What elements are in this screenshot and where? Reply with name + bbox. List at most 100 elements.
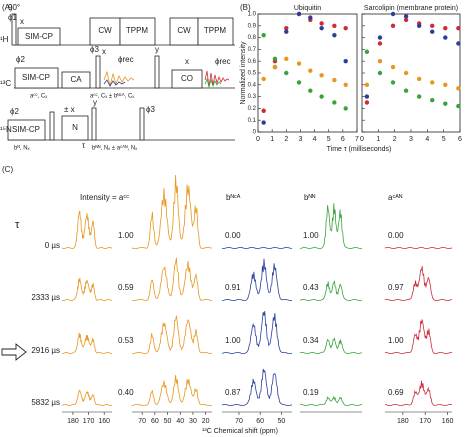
point <box>261 33 266 38</box>
spectrum <box>299 280 363 302</box>
intensity-label: 0.59 <box>118 283 134 292</box>
column-header: Intensity = aᶜᶜ <box>80 193 129 202</box>
point <box>443 25 448 31</box>
spectrum <box>61 277 113 302</box>
x-tick-label: 30 <box>189 418 197 425</box>
label: TPPM <box>126 26 149 35</box>
x-tick-label: 5 <box>442 136 446 143</box>
label: ϕ3 <box>90 45 99 54</box>
pulse <box>95 55 101 89</box>
x-tick-label: 160 <box>98 418 110 425</box>
label: aᶜᶜ, Cₓ ± bᴺᶜᴬ, Cₓ <box>90 92 134 100</box>
intensity-label: 1.00 <box>303 231 319 240</box>
x-axis-label: ¹³C Chemical shift (ppm) <box>202 428 278 435</box>
point <box>364 94 370 99</box>
box <box>171 69 203 89</box>
point <box>308 68 313 73</box>
point <box>430 29 435 34</box>
y-tick-label: 0.3 <box>248 94 257 100</box>
y-tick-label: 0 <box>253 130 257 136</box>
label: SIM-CP <box>25 32 53 41</box>
point <box>319 21 324 26</box>
point <box>377 41 383 46</box>
point <box>430 80 435 85</box>
point <box>296 61 302 66</box>
point <box>296 80 302 85</box>
x-tick-label: 40 <box>176 418 184 425</box>
point <box>364 100 370 105</box>
label: ϕ2 <box>10 107 19 116</box>
panel-label: (C) <box>2 165 13 174</box>
point <box>443 35 448 40</box>
intensity-label: 1.00 <box>225 336 241 345</box>
point <box>430 23 435 28</box>
box <box>119 17 156 46</box>
point <box>456 25 461 31</box>
label: CW <box>98 26 112 35</box>
x-tick-label: 50 <box>164 418 172 425</box>
column-header: bᴺᴺ <box>304 193 316 202</box>
point <box>308 88 313 93</box>
point <box>272 64 278 70</box>
point <box>390 23 396 28</box>
y-tick-label: 0.6 <box>248 59 257 65</box>
point <box>403 88 409 93</box>
x-tick-label: 2 <box>393 136 397 143</box>
channel-label: ¹⁵N <box>0 125 12 134</box>
x-tick-label: 6 <box>458 136 462 143</box>
point <box>261 108 266 113</box>
intensity-label: 0.69 <box>388 388 404 397</box>
box <box>61 115 89 141</box>
spectrum <box>62 332 112 355</box>
spectrum <box>299 337 363 355</box>
point <box>284 25 289 31</box>
label: SIM-CP <box>12 125 40 134</box>
delay-label: 2916 µs <box>31 346 60 355</box>
label: CW <box>177 26 191 35</box>
label: TPPM <box>204 26 227 35</box>
intensity-label: 0.87 <box>225 388 241 397</box>
point <box>332 77 337 83</box>
box <box>14 67 59 89</box>
spectrum <box>299 396 363 407</box>
x-tick-label: 170 <box>419 418 431 425</box>
point <box>261 76 266 82</box>
x-tick-label: 7 <box>355 136 359 143</box>
delay-label: 5832 µs <box>31 398 60 407</box>
point <box>332 33 337 38</box>
fid <box>204 77 222 89</box>
y-tick-label: 0.7 <box>248 47 257 53</box>
y-axis-label: Normalized intensity <box>240 41 247 105</box>
spectrum <box>221 311 293 355</box>
point <box>403 14 409 19</box>
x-tick-label: 0 <box>360 136 364 143</box>
spectrum <box>131 257 213 302</box>
label: aᶜᶜ, Cₓ <box>30 94 47 100</box>
x-axis-label: Time τ (milliseconds) <box>327 146 392 153</box>
x-tick-label: 170 <box>83 418 95 425</box>
panel-label: (B) <box>240 3 251 12</box>
intensity-label: 0.19 <box>303 388 319 397</box>
x-tick-label: 70 <box>138 418 146 425</box>
spectrum <box>299 203 363 250</box>
point <box>416 23 422 28</box>
point <box>308 15 313 20</box>
point <box>272 56 278 62</box>
channel-label: ¹³C <box>0 79 11 88</box>
point <box>416 94 422 99</box>
intensity-label: 0.91 <box>225 283 241 292</box>
x-tick-label: 1 <box>376 136 380 143</box>
point <box>284 70 289 76</box>
spectrum <box>61 210 113 250</box>
label: bᴺ, Nₓ <box>14 145 30 152</box>
fid <box>103 79 126 87</box>
x-tick-label: 180 <box>67 418 79 425</box>
intensity-label: 0.40 <box>118 388 134 397</box>
x-tick-label: 6 <box>341 136 345 143</box>
pulse <box>154 55 160 89</box>
intensity-label: 0.34 <box>303 336 319 345</box>
delay-label: 2333 µs <box>31 293 60 302</box>
label: x <box>185 57 189 66</box>
tau-label: τ <box>15 219 20 231</box>
